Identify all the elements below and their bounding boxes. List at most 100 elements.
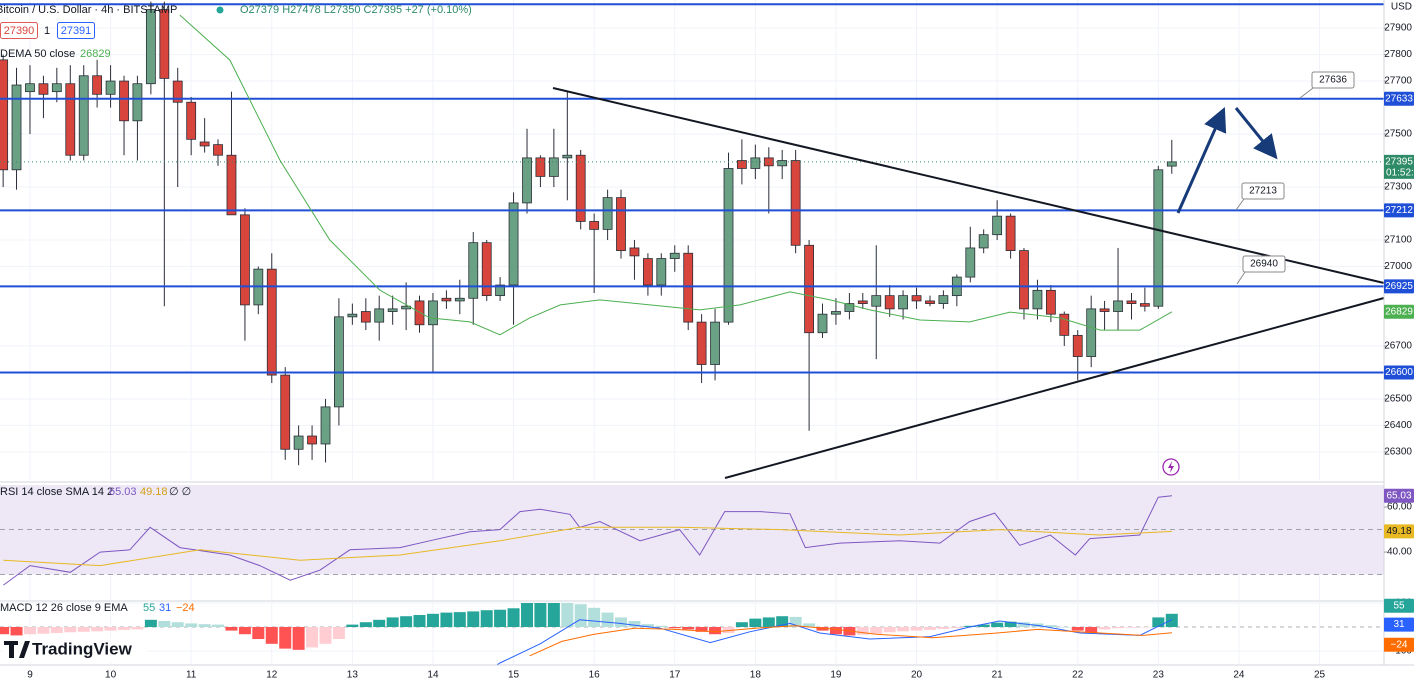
axis-tag-label: 49.18 [1386, 526, 1411, 537]
axis-tag [1384, 91, 1414, 106]
candle-body [92, 75, 103, 95]
axis-tag-label: 26600 [1385, 367, 1413, 378]
candle-body [978, 234, 989, 249]
histogram-bar [762, 617, 775, 628]
trend-line [552, 87, 1385, 284]
histogram-bar [695, 627, 708, 632]
histogram-bar [924, 627, 937, 630]
indicator-value: 26829 [80, 48, 111, 60]
axis-tag [1384, 304, 1414, 319]
callout-box [1242, 255, 1286, 273]
alert-icon[interactable] [1162, 458, 1180, 476]
callout-box [1241, 182, 1285, 200]
histogram-bar [977, 624, 990, 628]
candle-body [145, 9, 156, 85]
candle-body [1045, 289, 1056, 315]
candle-body [562, 154, 573, 159]
histogram-bar [870, 627, 883, 634]
y-tick-label: 27700 [1384, 76, 1412, 87]
indicator-title: RSI 14 close SMA 14 2 [0, 486, 113, 498]
histogram-bar [1152, 617, 1165, 628]
callout: 26940 [1236, 255, 1286, 285]
histogram-bar [171, 622, 184, 628]
candle-body [11, 84, 22, 171]
histogram-bar [453, 612, 466, 628]
signal-line [529, 625, 1173, 657]
sell-box[interactable] [0, 22, 38, 39]
arrow [1176, 107, 1227, 214]
histogram-bar [1071, 627, 1084, 631]
dema-line [179, 14, 1173, 336]
brand-name[interactable]: TradingView [32, 639, 133, 658]
histogram-bar [655, 625, 668, 628]
x-tick-label: 21 [992, 670, 1004, 681]
candle-body [683, 252, 694, 323]
callout-leader [1235, 198, 1245, 211]
histogram-bar [521, 603, 534, 628]
histogram-bar [614, 617, 627, 628]
candle-body [65, 83, 76, 156]
x-tick-label: 14 [427, 670, 439, 681]
candle-body [831, 311, 841, 315]
histogram-bar [507, 608, 520, 628]
candle-body [898, 295, 908, 310]
macd-line [495, 619, 1173, 665]
histogram-bar [426, 613, 439, 628]
buy-price[interactable]: 27391 [61, 25, 92, 37]
axis-tag [1384, 637, 1414, 652]
histogram-bar [1044, 625, 1057, 628]
candle-body [965, 247, 976, 278]
candle-body [172, 80, 183, 103]
candle-body [548, 157, 559, 177]
histogram-bar [212, 624, 225, 628]
candle-body [629, 247, 640, 257]
rsi-pane [0, 485, 1384, 586]
logo[interactable]: TradingView [2, 638, 148, 662]
candle-body [777, 160, 788, 167]
quantity[interactable]: 1 [44, 25, 50, 37]
candle-body [817, 313, 828, 334]
candle-body [1166, 161, 1177, 167]
histogram-bar [722, 627, 735, 634]
candle-body [602, 197, 613, 230]
candle-body [643, 258, 653, 286]
histogram-bar [494, 609, 507, 628]
candle-body [414, 300, 425, 326]
candle-body [213, 144, 223, 156]
candle-body [293, 435, 304, 450]
histogram-bar [883, 627, 896, 633]
buy-box[interactable] [57, 22, 95, 39]
histogram-bar [306, 627, 319, 648]
candle-body [441, 297, 452, 302]
histogram-bar [950, 627, 963, 629]
y-tick-label: 27100 [1384, 235, 1412, 246]
histogram-bar [709, 627, 722, 635]
candle-body [1086, 308, 1097, 357]
candle-body [266, 268, 277, 376]
candle-body [1113, 300, 1123, 312]
candle-body [723, 168, 734, 323]
candle-body [884, 295, 895, 310]
y-tick-label: 27900 [1384, 23, 1412, 34]
currency[interactable]: USD [1391, 2, 1412, 13]
histogram-bar [1125, 627, 1138, 628]
candle-body [240, 214, 250, 306]
candle-body [710, 321, 720, 365]
axis-tag [1384, 524, 1414, 539]
histogram-bar [1017, 622, 1030, 628]
candle-body [199, 141, 210, 147]
histogram-bar [574, 604, 587, 628]
histogram-bar [77, 627, 90, 632]
axis-tag-label: 26925 [1385, 281, 1413, 292]
axis-tag-label: 27633 [1385, 93, 1413, 104]
candle-body [871, 295, 882, 307]
candle-body [508, 202, 519, 286]
axis-tag-label: 65.03 [1386, 490, 1411, 501]
candle-body [468, 242, 479, 299]
candle-body [347, 313, 358, 318]
indicator-line [3, 495, 1173, 586]
candle-body [804, 244, 815, 334]
indicator-value: 49.18 [140, 486, 168, 498]
sell-price[interactable]: 27390 [4, 25, 35, 37]
indicator-line [3, 526, 1173, 567]
